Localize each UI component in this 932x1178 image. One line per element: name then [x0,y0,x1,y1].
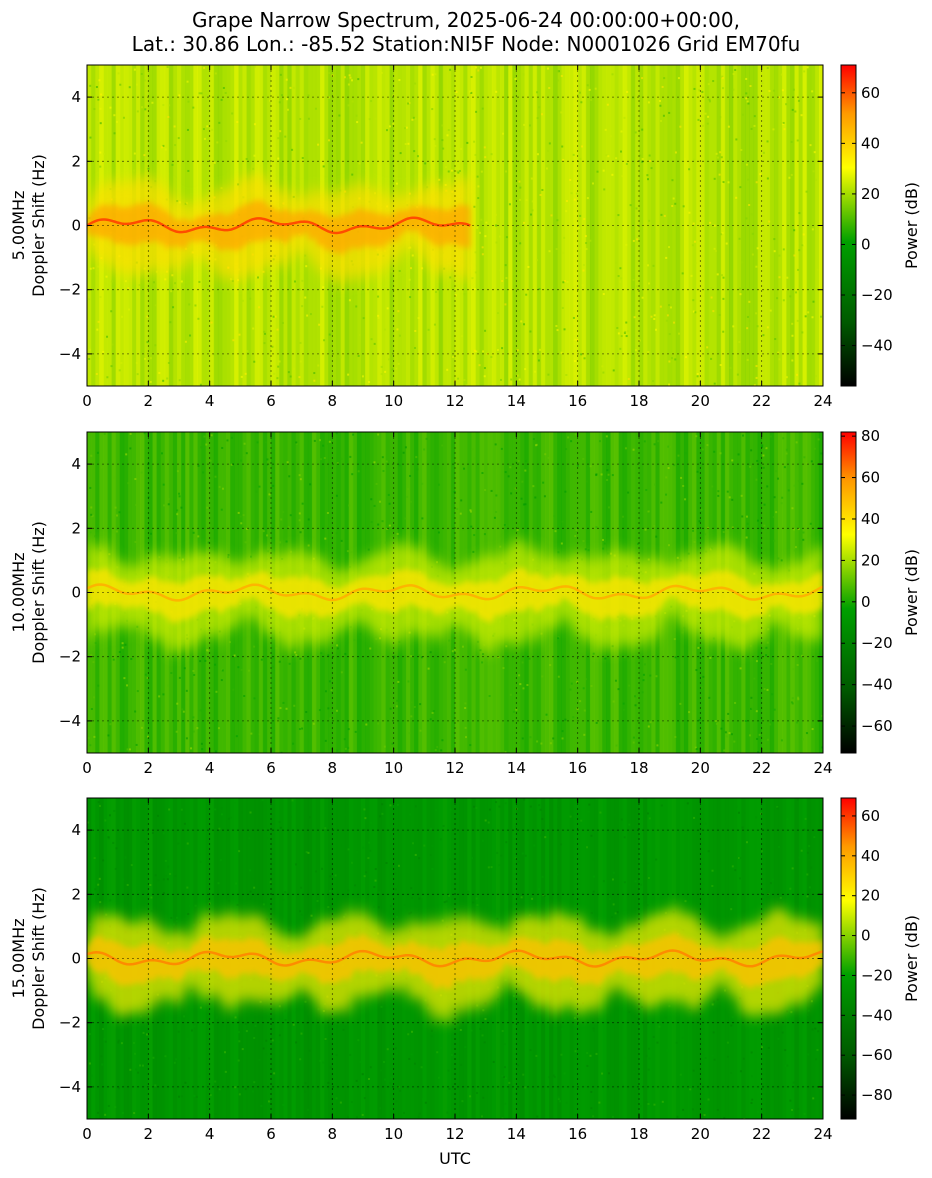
x-tick-label: 22 [752,1125,771,1143]
colorbar-tick-label: 40 [861,847,880,865]
x-tick-label: 4 [205,392,215,410]
y-tick-label: −2 [59,1014,81,1032]
colorbar-tick-label: 0 [861,927,871,945]
y-tick-label: 4 [71,88,81,106]
y-tick-label: 2 [71,519,81,537]
colorbar-label: Power (dB) [902,549,921,636]
frequency-label: 10.00MHz [9,552,28,632]
colorbar-label: Power (dB) [902,182,921,269]
x-tick-label: 14 [507,759,526,777]
x-tick-label: 6 [266,759,276,777]
colorbar-tick-label: 80 [861,427,880,445]
colorbar-tick-label: 20 [861,185,880,203]
colorbar-tick-label: 0 [861,235,871,253]
colorbar: −40 −20 0 20 40 60 Power (dB) [840,64,921,387]
colorbar-tick-label: −80 [861,1086,893,1104]
x-tick-label: 10 [384,392,403,410]
x-tick-label: 16 [568,759,587,777]
x-tick-label: 24 [813,1125,832,1143]
x-tick-label: 24 [813,392,832,410]
y-tick-label: −2 [59,648,81,666]
x-tick-label: 16 [568,1125,587,1143]
x-tick-label: 8 [328,1125,338,1143]
colorbar: −80 −60 −40 −20 0 20 40 60 Power (dB) [840,797,921,1120]
x-tick-label: 0 [82,759,92,777]
x-tick-label: 18 [629,392,648,410]
y-tick-label: 4 [71,821,81,839]
frequency-label: 5.00MHz [9,191,28,261]
y-axis-label: Doppler Shift (Hz) [29,521,48,664]
x-tick-label: 22 [752,759,771,777]
x-tick-label: 10 [384,1125,403,1143]
x-tick-label: 20 [691,1125,710,1143]
y-tick-label: 2 [71,152,81,170]
y-tick-label: −4 [59,712,81,730]
x-tick-label: 10 [384,759,403,777]
y-tick-label: 2 [71,885,81,903]
y-tick-label: 0 [71,217,81,235]
y-tick-label: −4 [59,345,81,363]
chart-title-line2: Lat.: 30.86 Lon.: -85.52 Station:NI5F No… [131,32,801,56]
y-tick-label: −2 [59,281,81,299]
x-tick-label: 2 [144,1125,154,1143]
colorbar-tick-label: −40 [861,676,893,694]
x-tick-label: 4 [205,759,215,777]
x-tick-label: 6 [266,1125,276,1143]
colorbar-tick-label: 60 [861,807,880,825]
colorbar-tick-label: −60 [861,717,893,735]
colorbar-tick-label: −40 [861,337,893,355]
y-tick-label: 4 [71,455,81,473]
colorbar-tick-label: 20 [861,551,880,569]
y-tick-label: −4 [59,1078,81,1096]
x-tick-label: 12 [445,759,464,777]
y-axis-label: Doppler Shift (Hz) [29,154,48,297]
x-tick-label: 2 [144,759,154,777]
x-tick-label: 8 [328,392,338,410]
colorbar-tick-label: 20 [861,887,880,905]
x-tick-label: 24 [813,759,832,777]
colorbar-tick-label: 60 [861,469,880,487]
x-tick-label: 22 [752,392,771,410]
colorbar-tick-label: 0 [861,593,871,611]
colorbar-tick-label: 60 [861,84,880,102]
x-tick-label: 14 [507,1125,526,1143]
x-tick-label: 12 [445,1125,464,1143]
colorbar: −60 −40 −20 0 20 40 60 80 Power (dB) [840,427,921,754]
spectrogram-heatmap [87,432,823,753]
x-tick-label: 18 [629,1125,648,1143]
colorbar-tick-label: −20 [861,966,893,984]
chart-title-line1: Grape Narrow Spectrum, 2025-06-24 00:00:… [192,8,740,32]
x-tick-label: 16 [568,392,587,410]
y-axis-label: Doppler Shift (Hz) [29,887,48,1030]
x-tick-label: 8 [328,759,338,777]
x-tick-label: 12 [445,392,464,410]
colorbar-tick-label: −40 [861,1006,893,1024]
x-tick-label: 20 [691,759,710,777]
x-tick-label: 0 [82,1125,92,1143]
x-tick-label: 6 [266,392,276,410]
y-tick-label: 0 [71,584,81,602]
x-axis-label: UTC [439,1149,471,1168]
x-tick-label: 2 [144,392,154,410]
spectrogram-heatmap [87,798,823,1119]
x-tick-label: 4 [205,1125,215,1143]
colorbar-tick-label: 40 [861,134,880,152]
colorbar-tick-label: −20 [861,286,893,304]
colorbar-tick-label: 40 [861,510,880,528]
x-tick-label: 14 [507,392,526,410]
y-tick-label: 0 [71,950,81,968]
frequency-label: 15.00MHz [9,918,28,998]
colorbar-tick-label: −20 [861,634,893,652]
x-tick-label: 20 [691,392,710,410]
x-tick-label: 0 [82,392,92,410]
colorbar-tick-label: −60 [861,1046,893,1064]
x-tick-label: 18 [629,759,648,777]
colorbar-label: Power (dB) [902,915,921,1002]
